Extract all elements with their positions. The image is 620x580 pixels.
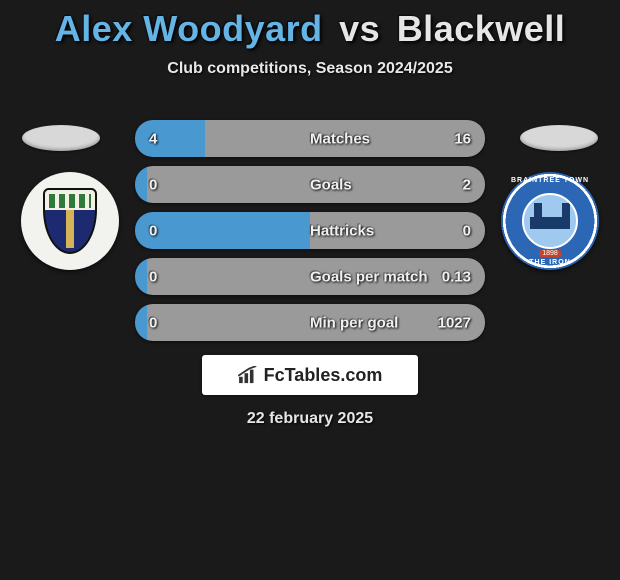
page-title: Alex Woodyard vs Blackwell bbox=[0, 8, 620, 50]
stat-label: Min per goal bbox=[310, 314, 398, 331]
stat-value-right: 0 bbox=[463, 222, 471, 239]
stat-bar-left bbox=[135, 304, 147, 341]
stat-value-right: 16 bbox=[454, 130, 471, 147]
player2-name: Blackwell bbox=[397, 8, 566, 49]
stat-row: 0 Goals per match 0.13 bbox=[135, 258, 485, 295]
header: Alex Woodyard vs Blackwell Club competit… bbox=[0, 0, 620, 78]
stat-value-left: 0 bbox=[149, 222, 157, 239]
shield-icon bbox=[43, 188, 97, 254]
stat-label: Goals per match bbox=[310, 268, 428, 285]
player1-name: Alex Woodyard bbox=[55, 8, 323, 49]
stat-row: 0 Min per goal 1027 bbox=[135, 304, 485, 341]
stat-bars: 4 Matches 16 0 Goals 2 0 Hattricks 0 0 G… bbox=[135, 120, 485, 350]
stat-row: 0 Hattricks 0 bbox=[135, 212, 485, 249]
player1-photo-placeholder bbox=[22, 125, 100, 151]
crest-ring-top: BRAINTREE TOWN bbox=[501, 177, 599, 184]
player2-club-crest: BRAINTREE TOWN 1898 THE IRON bbox=[501, 172, 599, 270]
crest-ring-bottom: THE IRON bbox=[501, 259, 599, 266]
barchart-icon bbox=[238, 366, 260, 384]
bridge-icon bbox=[522, 193, 578, 249]
stat-value-left: 4 bbox=[149, 130, 157, 147]
crest-year: 1898 bbox=[539, 250, 561, 257]
stat-value-left: 0 bbox=[149, 268, 157, 285]
stat-label: Goals bbox=[310, 176, 352, 193]
stat-bar-left bbox=[135, 166, 147, 203]
stat-bar-left bbox=[135, 258, 147, 295]
player2-photo-placeholder bbox=[520, 125, 598, 151]
stat-value-right: 1027 bbox=[438, 314, 471, 331]
stat-row: 0 Goals 2 bbox=[135, 166, 485, 203]
stat-value-left: 0 bbox=[149, 176, 157, 193]
vs-label: vs bbox=[339, 8, 380, 49]
stat-value-left: 0 bbox=[149, 314, 157, 331]
brand-text: FcTables.com bbox=[264, 365, 383, 386]
stat-value-right: 0.13 bbox=[442, 268, 471, 285]
stat-bar-left bbox=[135, 120, 205, 157]
stat-row: 4 Matches 16 bbox=[135, 120, 485, 157]
player1-club-crest bbox=[21, 172, 119, 270]
brand-link[interactable]: FcTables.com bbox=[202, 355, 418, 395]
stat-label: Matches bbox=[310, 130, 370, 147]
stat-value-right: 2 bbox=[463, 176, 471, 193]
stat-bar-left bbox=[135, 212, 310, 249]
stat-label: Hattricks bbox=[310, 222, 374, 239]
generated-date: 22 february 2025 bbox=[0, 410, 620, 428]
subtitle: Club competitions, Season 2024/2025 bbox=[0, 60, 620, 78]
